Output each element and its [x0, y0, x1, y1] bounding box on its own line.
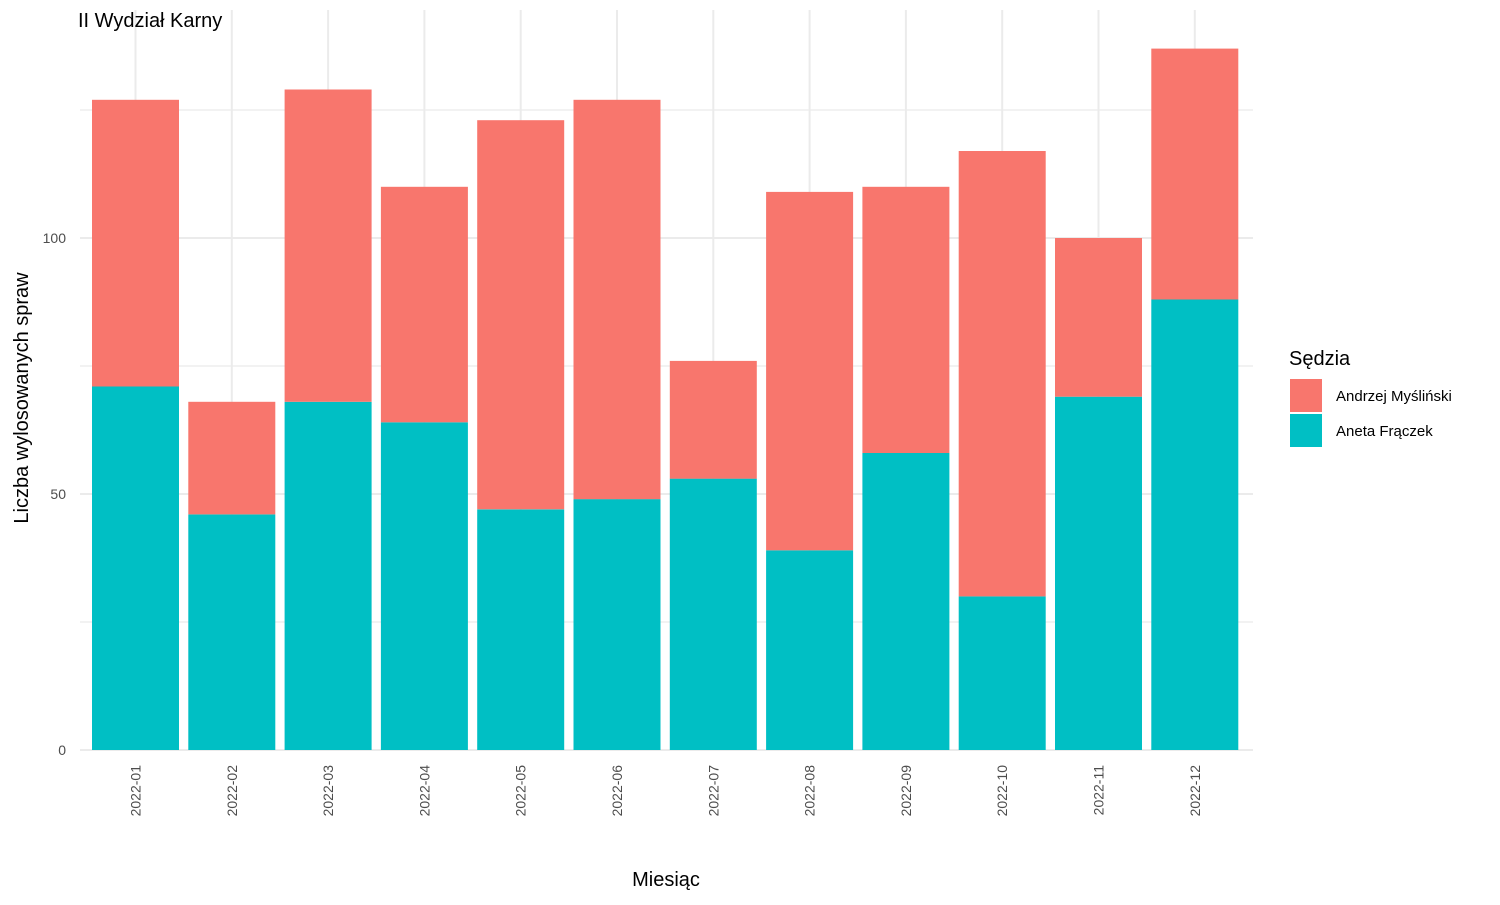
x-tick-label: 2022-12: [1187, 765, 1203, 817]
bar-segment: [766, 550, 854, 750]
axes: 0 50 100 2022-01 2022-02 2022-03 2022-04 2022-0…: [43, 230, 1203, 816]
bar-segment: [380, 186, 468, 423]
legend-key: [1290, 414, 1322, 447]
bar-segment: [188, 401, 276, 515]
bar-segment: [958, 596, 1046, 750]
bar-segment: [766, 191, 854, 551]
x-tick-label: 2022-11: [1091, 765, 1107, 816]
bars: [92, 48, 1239, 750]
x-tick-label: 2022-10: [994, 765, 1010, 817]
y-tick-label: 50: [50, 486, 66, 502]
bar-segment: [958, 151, 1046, 597]
legend-title: Sędzia: [1289, 348, 1351, 370]
bar-segment: [477, 509, 565, 750]
legend: Sędzia Andrzej Myśliński Aneta Frączek: [1289, 348, 1452, 447]
bar-segment: [862, 453, 950, 750]
y-axis-title: Liczba wylosowanych spraw: [11, 272, 33, 524]
x-axis-title: Miesiąc: [632, 869, 700, 891]
bar-segment: [862, 186, 950, 454]
legend-label: Andrzej Myśliński: [1336, 388, 1452, 405]
x-tick-label: 2022-09: [898, 765, 914, 817]
bar-segment: [188, 514, 276, 750]
x-tick-label: 2022-04: [416, 765, 432, 817]
bar-segment: [1151, 48, 1239, 300]
bar-segment: [380, 422, 468, 750]
bar-segment: [284, 401, 372, 750]
bar-segment: [92, 386, 179, 750]
bar-segment: [669, 360, 757, 479]
x-tick-label: 2022-06: [609, 765, 625, 817]
x-tick-label: 2022-07: [705, 765, 721, 817]
x-tick-label: 2022-02: [224, 765, 240, 817]
legend-key: [1290, 379, 1322, 412]
x-tick-label: 2022-05: [513, 765, 529, 817]
bar-segment: [1055, 238, 1142, 397]
x-tick-label: 2022-01: [128, 765, 144, 817]
chart-title: II Wydział Karny: [78, 10, 222, 32]
bar-segment: [284, 89, 372, 402]
legend-label: Aneta Frączek: [1336, 423, 1433, 440]
bar-segment: [573, 99, 661, 500]
bar-segment: [1151, 299, 1239, 750]
x-tick-label: 2022-08: [802, 765, 818, 817]
bar-segment: [573, 499, 661, 750]
y-tick-label: 0: [58, 742, 66, 758]
y-tick-label: 100: [43, 230, 67, 246]
bar-segment: [1055, 396, 1142, 750]
x-tick-label: 2022-03: [320, 765, 336, 817]
bar-segment: [92, 99, 179, 387]
bar-segment: [477, 120, 565, 510]
bar-segment: [669, 478, 757, 750]
